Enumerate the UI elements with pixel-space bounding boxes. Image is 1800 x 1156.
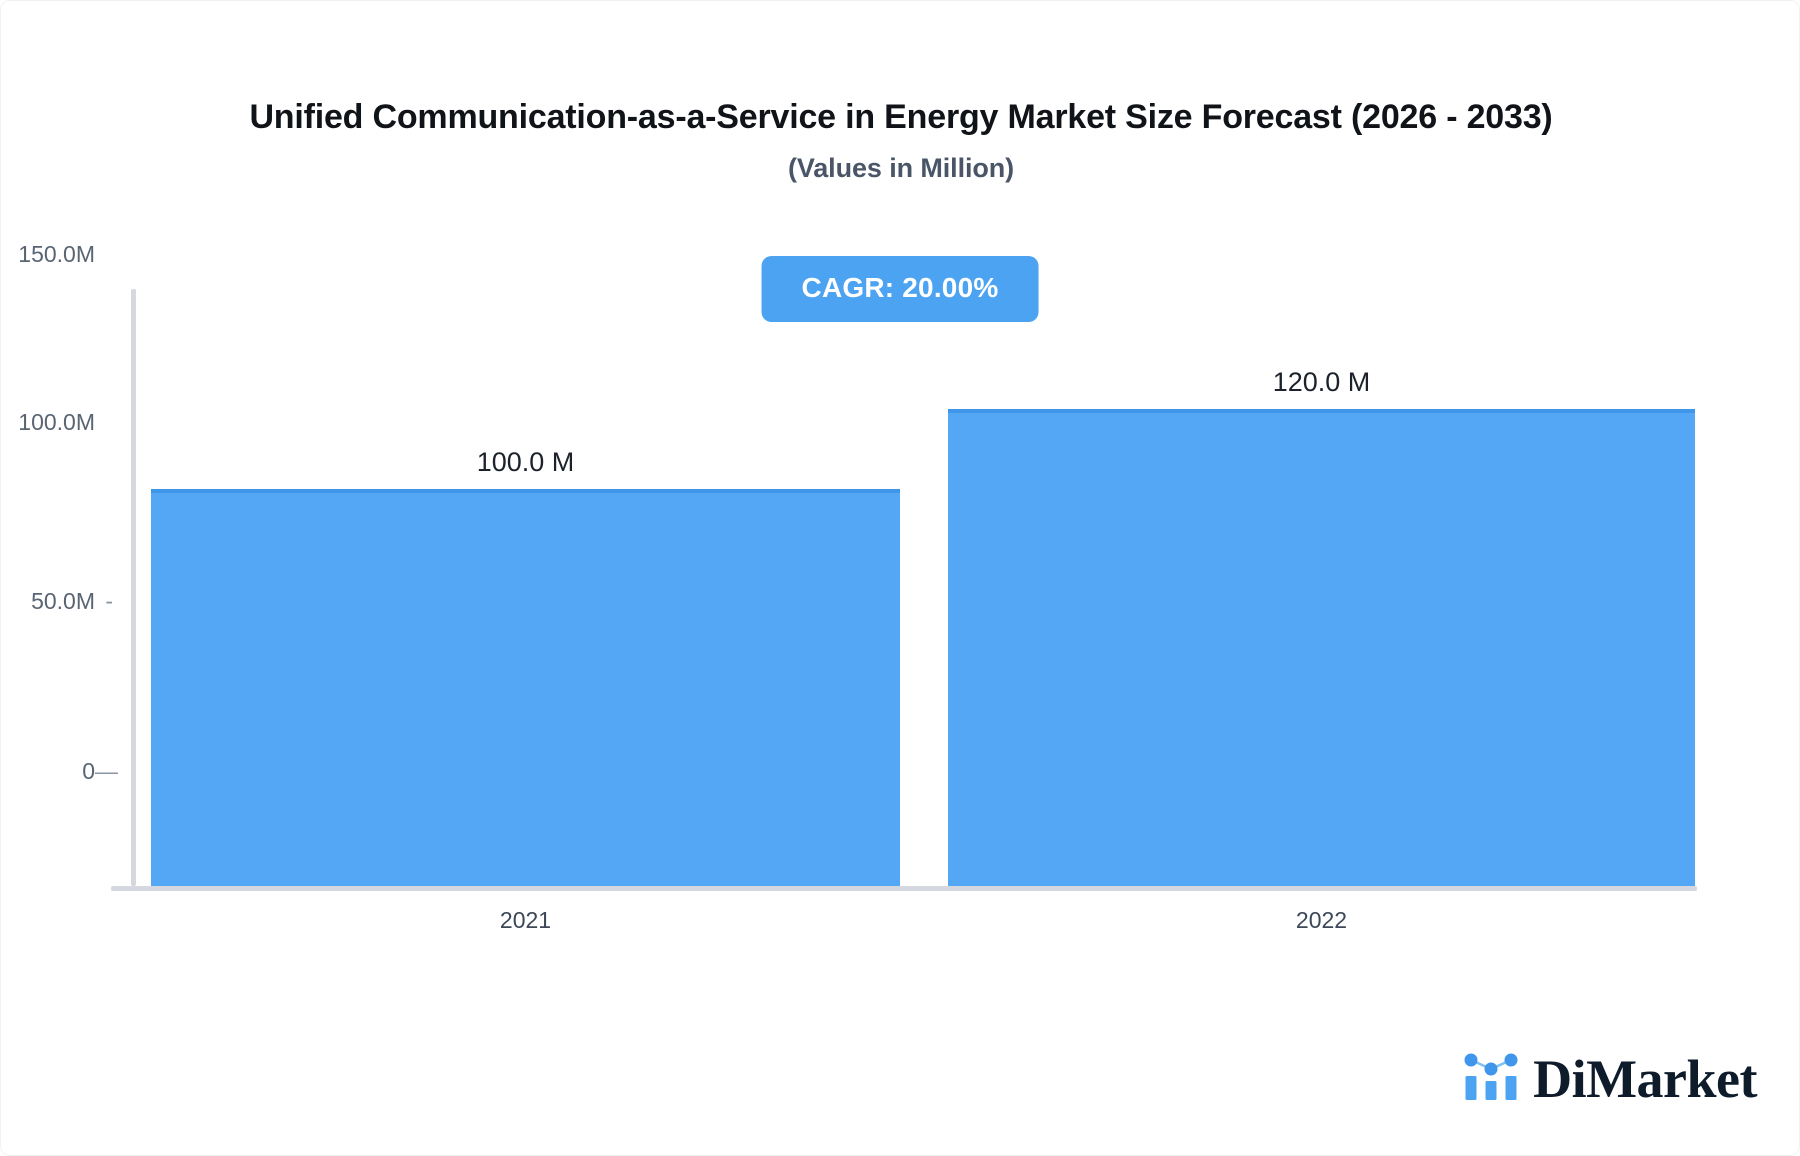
x-axis-line [111, 886, 1697, 891]
brand-name: DiMarket [1533, 1048, 1757, 1109]
y-axis-line [131, 289, 136, 886]
y-axis-tick-label: 150.0M [18, 241, 95, 267]
y-axis-tick-label: 50.0M [31, 588, 95, 614]
y-axis-tick-label: 0 [82, 758, 95, 784]
bar-2022 [948, 409, 1695, 886]
bar-2021 [151, 489, 900, 886]
bar-chart-icon [1463, 1050, 1519, 1107]
y-axis-tick-100: 100.0M [1, 409, 113, 436]
brand-logo: DiMarket [1463, 1050, 1757, 1107]
bar-value-label-2021: 100.0 M [476, 447, 575, 477]
y-axis-tick-50: 50.0M - [1, 588, 113, 615]
y-axis-tick-mark: - [105, 588, 113, 614]
bar-value-label-2022: 120.0 M [1272, 367, 1371, 397]
y-axis-tick-label: 100.0M [18, 409, 95, 435]
x-axis-tick-label-2021: 2021 [499, 907, 552, 933]
x-axis-tick-label-2022: 2022 [1295, 907, 1348, 933]
cagr-badge: CAGR: 20.00% [761, 256, 1039, 322]
y-axis-tick-mark: — [95, 758, 118, 784]
chart-title: Unified Communication-as-a-Service in En… [249, 98, 1553, 136]
chart-subtitle: (Values in Million) [787, 153, 1015, 184]
title-block: Unified Communication-as-a-Service in En… [1, 97, 1799, 184]
y-axis-tick-150: 150.0M [1, 241, 113, 268]
y-axis-tick-0: 0— [1, 758, 118, 785]
